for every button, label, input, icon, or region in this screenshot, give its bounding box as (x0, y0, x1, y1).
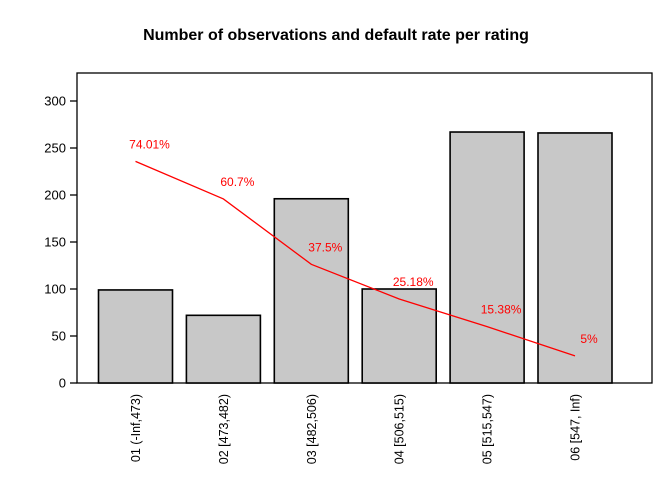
y-axis-tick-label: 0 (59, 376, 66, 391)
y-axis-tick-label: 100 (44, 282, 66, 297)
bar-rating-03 (273, 197, 350, 384)
bar-rating-06 (537, 132, 613, 384)
default-rate-line-series: 74.01% 60.7% 37.5% 25.18% 15.38% 5% (129, 137, 598, 357)
y-axis: 0 50 100 150 200 250 300 (44, 94, 77, 391)
y-axis-tick-label: 150 (44, 235, 66, 250)
chart-title: Number of observations and default rate … (143, 27, 529, 44)
default-rate-label: 74.01% (129, 137, 170, 151)
y-axis-tick-label: 200 (44, 188, 66, 203)
default-rate-label: 5% (580, 332, 598, 346)
x-axis-category-label: 05 [515,547) (481, 394, 495, 464)
bar-rating-01 (97, 289, 174, 384)
bar-rating-04 (361, 288, 438, 384)
x-axis-category-label: 01 (-Inf,473) (129, 394, 143, 462)
y-axis-tick-label: 250 (44, 141, 66, 156)
x-axis-category-label: 02 [473,482) (217, 394, 231, 464)
x-axis-category-label: 03 [482,506) (305, 394, 319, 464)
bar-rating-05 (449, 131, 525, 384)
x-axis-category-label: 06 [547, Inf) (569, 394, 583, 461)
default-rate-line (135, 160, 576, 357)
y-axis-tick-label: 50 (52, 329, 66, 344)
default-rate-label: 60.7% (220, 175, 254, 189)
y-axis-tick-label: 300 (44, 94, 66, 109)
default-rate-label: 37.5% (308, 240, 342, 254)
bars-series (97, 131, 613, 384)
default-rate-label: 15.38% (481, 303, 522, 317)
default-rate-label: 25.18% (393, 275, 434, 289)
x-axis-category-label: 04 [506,515) (393, 394, 407, 464)
x-axis: 01 (-Inf,473) 02 [473,482) 03 [482,506) 04 … (129, 394, 583, 464)
bar-rating-02 (185, 314, 262, 384)
